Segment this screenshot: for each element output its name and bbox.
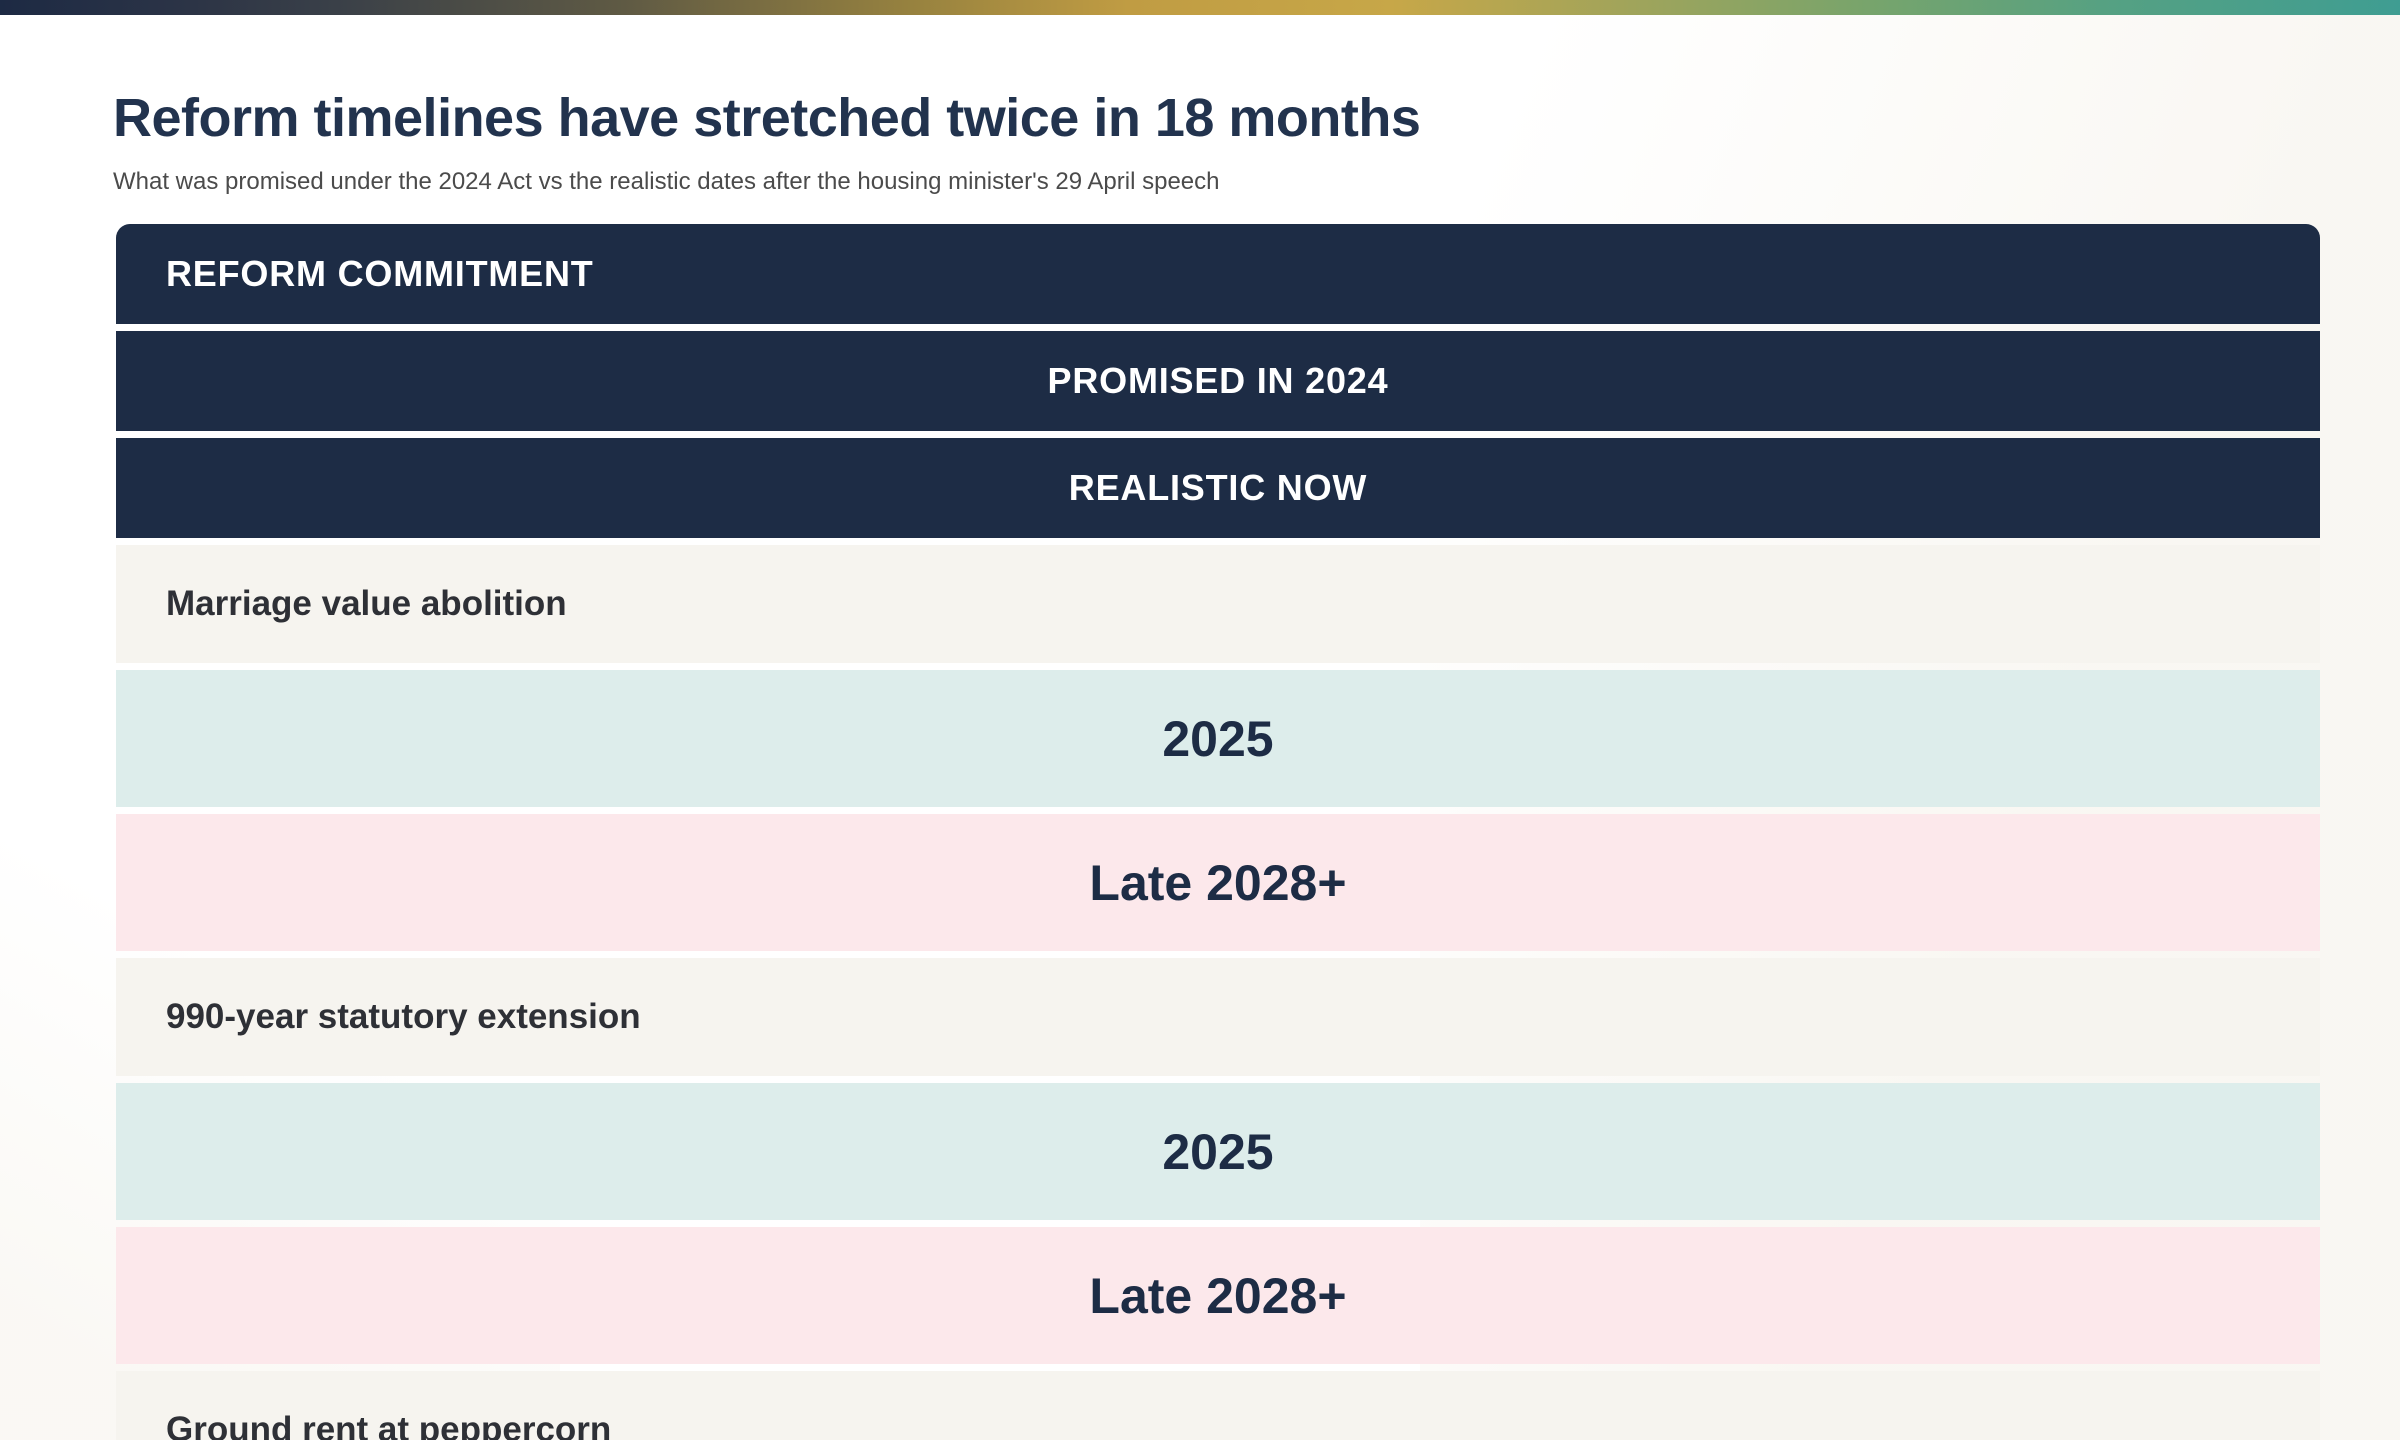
realistic-cell-row-1: Late 2028+ bbox=[116, 1227, 2320, 1364]
promised-cell-row-0: 2025 bbox=[116, 670, 2320, 807]
header-cell-reform-commitment: REFORM COMMITMENT bbox=[116, 224, 2320, 324]
page-title: Reform timelines have stretched twice in… bbox=[113, 88, 1421, 148]
header-cell-realistic-now: REALISTIC NOW bbox=[116, 438, 2320, 538]
promised-cell-row-1: 2025 bbox=[116, 1083, 2320, 1220]
commitment-cell-row-0: Marriage value abolition bbox=[116, 545, 2320, 663]
page-subtitle: What was promised under the 2024 Act vs … bbox=[113, 168, 1220, 195]
realistic-cell-row-0: Late 2028+ bbox=[116, 814, 2320, 951]
commitment-cell-row-2: Ground rent at peppercorn bbox=[116, 1371, 2320, 1440]
top-gradient-bar bbox=[0, 0, 2400, 15]
header-cell-promised-in-2024: PROMISED IN 2024 bbox=[116, 331, 2320, 431]
commitment-cell-row-1: 990-year statutory extension bbox=[116, 958, 2320, 1076]
content: Reform timelines have stretched twice in… bbox=[0, 87, 2400, 1440]
reform-timeline-table: REFORM COMMITMENT PROMISED IN 2024 REALI… bbox=[116, 224, 2320, 1440]
